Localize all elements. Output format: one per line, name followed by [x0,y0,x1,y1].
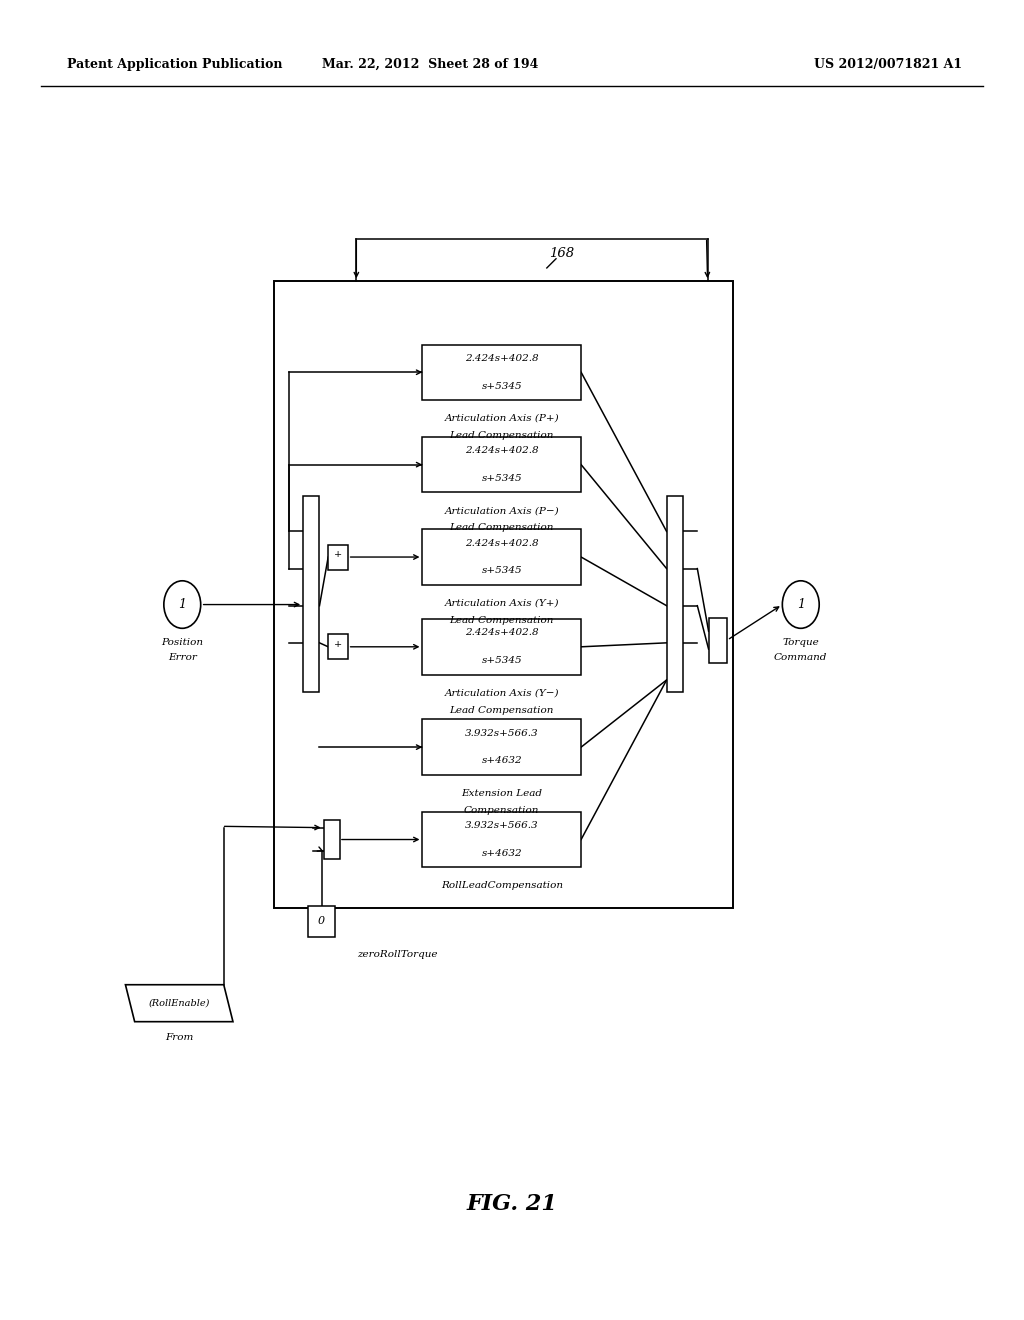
Text: Extension Lead: Extension Lead [461,789,543,797]
Text: 2.424s+402.8: 2.424s+402.8 [465,539,539,548]
Bar [324,820,340,859]
Text: +: + [334,640,342,648]
Bar [329,544,348,570]
Text: 0: 0 [318,916,325,927]
Text: s+5345: s+5345 [481,474,522,483]
Text: RollLeadCompensation: RollLeadCompensation [440,882,563,890]
Text: Mar. 22, 2012  Sheet 28 of 194: Mar. 22, 2012 Sheet 28 of 194 [322,58,539,71]
Polygon shape [125,985,232,1022]
Bar [422,812,582,867]
Bar [709,618,727,663]
Text: zeroRollTorque: zeroRollTorque [357,950,438,960]
Text: Articulation Axis (P+): Articulation Axis (P+) [444,414,559,422]
Text: +: + [334,550,342,558]
Text: Position: Position [161,639,204,647]
Bar [329,634,348,659]
Text: 3.932s+566.3: 3.932s+566.3 [465,729,539,738]
Text: FIG. 21: FIG. 21 [467,1193,557,1214]
Text: Lead Compensation: Lead Compensation [450,524,554,532]
Text: Lead Compensation: Lead Compensation [450,432,554,440]
Text: s+5345: s+5345 [481,381,522,391]
Text: Patent Application Publication: Patent Application Publication [67,58,282,71]
Text: Articulation Axis (Y+): Articulation Axis (Y+) [444,599,559,607]
Text: From: From [165,1034,194,1041]
Text: 2.424s+402.8: 2.424s+402.8 [465,628,539,638]
Bar [422,719,582,775]
Text: Articulation Axis (Y−): Articulation Axis (Y−) [444,689,559,697]
Bar [667,496,683,692]
Text: 168: 168 [549,247,573,260]
Text: US 2012/0071821 A1: US 2012/0071821 A1 [814,58,963,71]
Bar [308,906,335,937]
Text: (RollEnable): (RollEnable) [148,999,210,1007]
Text: 2.424s+402.8: 2.424s+402.8 [465,354,539,363]
Text: 3.932s+566.3: 3.932s+566.3 [465,821,539,830]
Text: Command: Command [774,653,827,661]
Text: 1: 1 [178,598,186,611]
Text: Articulation Axis (P−): Articulation Axis (P−) [444,507,559,515]
Text: s+4632: s+4632 [481,849,522,858]
Text: s+5345: s+5345 [481,566,522,576]
Text: Lead Compensation: Lead Compensation [450,616,554,624]
Text: Compensation: Compensation [464,807,540,814]
Bar [422,529,582,585]
Text: 2.424s+402.8: 2.424s+402.8 [465,446,539,455]
Bar [422,437,582,492]
Bar [422,345,582,400]
Text: Torque: Torque [782,639,819,647]
Bar [303,496,319,692]
Text: Error: Error [168,653,197,661]
Text: s+4632: s+4632 [481,756,522,766]
Bar [422,619,582,675]
Text: s+5345: s+5345 [481,656,522,665]
Bar [274,281,733,908]
Text: Lead Compensation: Lead Compensation [450,706,554,714]
Text: 1: 1 [797,598,805,611]
